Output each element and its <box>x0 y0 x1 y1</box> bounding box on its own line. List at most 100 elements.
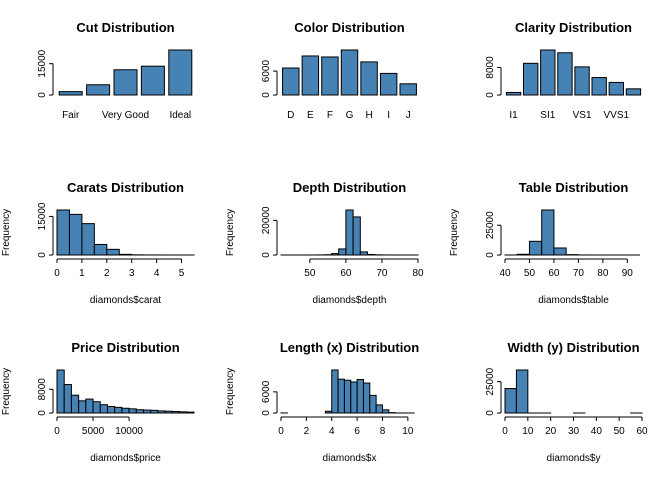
x-axis-label: diamonds$x <box>323 453 377 464</box>
y-tick-label: 0 <box>37 92 48 98</box>
histogram-bar <box>157 410 166 414</box>
histogram-bar <box>359 251 369 256</box>
chart-title: Price Distribution <box>71 340 179 355</box>
histogram-bar <box>106 405 116 414</box>
histogram-bar <box>118 253 133 256</box>
bar <box>360 61 378 96</box>
x-tick-label: 50 <box>524 268 536 279</box>
histogram-bar <box>143 409 152 414</box>
panel-carat: Carats Distribution 0 15000 Frequency 0 1 2 3 4 5… <box>1 180 195 306</box>
y-tick-label: 0 <box>485 252 496 258</box>
histogram-bar <box>343 379 352 414</box>
y-axis-label: Frequency <box>1 209 12 256</box>
histogram-bar <box>128 408 137 414</box>
y-axis-label: Frequency <box>225 209 236 256</box>
y-tick-label: 25000 <box>485 211 496 239</box>
bar <box>58 91 83 96</box>
bar <box>168 49 193 96</box>
histogram-bar <box>93 243 108 256</box>
category-label: D <box>287 110 294 121</box>
histogram-bar <box>362 382 371 414</box>
histogram-bar <box>541 209 555 256</box>
histogram-bar <box>369 394 377 414</box>
histogram-bar <box>330 253 340 256</box>
x-tick-label: 70 <box>376 268 388 279</box>
panel-y: Width (y) Distribution 0 25000 0 10 20 30 40 50 6… <box>485 340 648 464</box>
category-label: SI1 <box>540 110 555 121</box>
x-tick-label: 80 <box>412 268 424 279</box>
chart-title: Color Distribution <box>294 20 405 35</box>
histogram-bar <box>68 213 83 256</box>
x-tick-label: 4 <box>329 426 335 437</box>
y-tick-label: 15000 <box>37 202 48 230</box>
histogram-bar <box>70 394 80 414</box>
panel-x: Length (x) Distribution 0 6000 Frequency 0 2 4… <box>225 340 419 464</box>
x-tick-label: 4 <box>154 268 160 279</box>
histogram-bar <box>367 253 376 256</box>
x-axis-label: diamonds$depth <box>313 295 387 306</box>
panel-depth: Depth Distribution 0 20000 Frequency 50 60 70 8… <box>225 180 424 306</box>
panel-color: Color Distribution 0 6000 D E F G H I J <box>261 20 417 121</box>
histogram-bar <box>331 369 339 414</box>
chart-title: Length (x) Distribution <box>280 340 419 355</box>
histogram-bar <box>350 381 358 414</box>
y-tick-label: 8000 <box>485 56 496 79</box>
y-tick-label: 25000 <box>485 367 496 395</box>
bar <box>301 55 320 96</box>
histogram-bar <box>135 409 145 414</box>
histogram-bar <box>504 388 517 414</box>
histogram-bar <box>516 253 530 256</box>
chart-title: Cut Distribution <box>76 20 174 35</box>
chart-title: Width (y) Distribution <box>507 340 639 355</box>
histogram-bar <box>515 369 529 414</box>
panel-clarity: Clarity Distribution 0 8000 I1 SI1 VS1 VVS1 <box>485 20 642 121</box>
histogram-bar <box>63 384 72 414</box>
bar <box>522 62 539 96</box>
category-label: I1 <box>509 110 518 121</box>
bar <box>608 81 625 96</box>
x-axis-label: diamonds$y <box>547 453 601 464</box>
x-tick-label: 10 <box>522 426 534 437</box>
y-tick-label: 0 <box>261 252 272 258</box>
x-tick-label: 30 <box>568 426 580 437</box>
x-tick-label: 0 <box>54 268 60 279</box>
y-tick-label: 6000 <box>261 380 272 403</box>
x-tick-label: 50 <box>614 426 626 437</box>
x-tick-label: 0 <box>502 426 508 437</box>
histogram-bar <box>337 378 345 414</box>
category-label: G <box>346 110 354 121</box>
bar <box>321 56 339 96</box>
histogram-bar <box>553 247 567 256</box>
category-label: Fair <box>62 110 80 121</box>
bar <box>113 69 138 96</box>
histogram-bar <box>114 406 123 414</box>
x-tick-label: 80 <box>597 268 609 279</box>
bar <box>340 49 359 96</box>
panel-cut: Cut Distribution 0 15000 Fair Very Good Ideal <box>37 20 193 121</box>
x-tick-label: 0 <box>278 426 284 437</box>
bar <box>625 88 642 96</box>
y-tick-label: 0 <box>37 410 48 416</box>
x-axis-label: diamonds$carat <box>90 295 161 306</box>
x-tick-label: 40 <box>499 268 511 279</box>
histogram-bar <box>381 409 390 414</box>
x-tick-label: 40 <box>591 426 603 437</box>
histogram-bar <box>179 411 188 414</box>
x-tick-label: 70 <box>573 268 585 279</box>
x-tick-label: 60 <box>340 268 352 279</box>
histogram-bar <box>356 379 364 414</box>
x-tick-label: 5000 <box>82 426 105 437</box>
histogram-bar <box>352 216 361 256</box>
x-tick-label: 3 <box>129 268 135 279</box>
category-label: I <box>387 110 390 121</box>
histogram-bar <box>92 401 101 414</box>
y-tick-label: 8000 <box>37 378 48 401</box>
bar <box>379 72 398 96</box>
panel-price: Price Distribution 0 8000 Frequency 0 5000 100… <box>1 340 195 464</box>
chart-title: Table Distribution <box>519 180 629 195</box>
histogram-bar <box>106 248 120 256</box>
histogram-bar <box>99 404 108 414</box>
x-tick-label: 10000 <box>115 426 143 437</box>
y-axis-label: Frequency <box>1 368 12 415</box>
